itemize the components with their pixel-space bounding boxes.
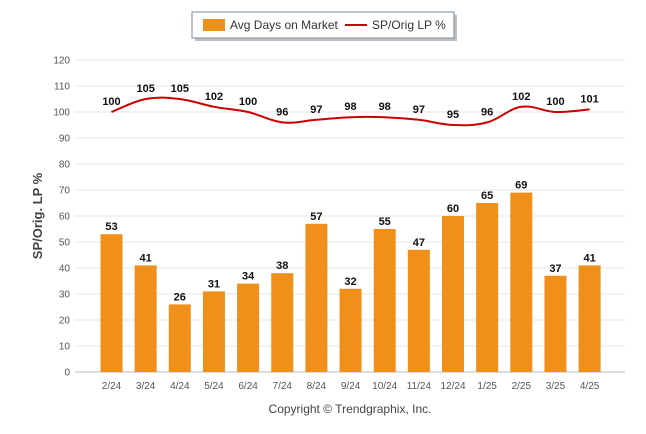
y-tick-label: 120 [53, 56, 70, 67]
line-data-label: 96 [481, 106, 493, 118]
line-data-label: 98 [379, 101, 391, 113]
bar-data-label: 34 [242, 271, 255, 283]
x-tick-label: 6/24 [238, 381, 258, 392]
bar [168, 304, 191, 372]
legend-label-line: SP/Orig LP % [372, 18, 446, 32]
copyright-text: Copyright © Trendgraphix, Inc. [269, 402, 432, 416]
line-series [111, 96, 590, 127]
y-tick-label: 40 [59, 264, 71, 275]
bar [134, 265, 157, 372]
y-tick-label: 10 [59, 342, 71, 353]
bar [373, 229, 396, 372]
y-tick-label: 110 [54, 82, 70, 93]
bar-data-label: 65 [481, 190, 493, 202]
y-tick-label: 100 [53, 108, 70, 119]
y-tick-label: 60 [59, 212, 71, 223]
bar [202, 291, 225, 372]
x-tick-label: 8/24 [307, 381, 327, 392]
bar [544, 275, 567, 372]
x-tick-label: 1/25 [477, 381, 497, 392]
x-tick-labels: 2/24 3/24 4/24 5/24 6/24 7/24 8/24 9/24 10/24 11/… [102, 381, 600, 392]
line-data-label: 100 [102, 96, 120, 108]
y-tick-label: 80 [59, 160, 71, 171]
y-axis-label: SP/Orig. LP % [30, 172, 45, 259]
legend-swatch-bar [203, 19, 225, 31]
bar-data-label: 26 [174, 291, 186, 303]
x-tick-label: 4/25 [580, 381, 600, 392]
line-data-label: 97 [310, 104, 322, 116]
line-data-label: 102 [512, 91, 530, 103]
y-tick-label: 20 [59, 316, 71, 327]
bar-data-label: 60 [447, 203, 459, 215]
line-data-label: 100 [239, 96, 257, 108]
y-tick-labels: 0 10 20 30 40 50 60 70 80 90 100 110 120 [53, 56, 70, 379]
bar [100, 234, 123, 372]
line-data-label: 97 [413, 104, 425, 116]
bar-data-label: 31 [208, 278, 220, 290]
line-data-labels: 100 105 105 102 100 96 97 98 98 97 95 96 102 100 101 [102, 83, 598, 121]
x-tick-label: 3/25 [546, 381, 566, 392]
x-tick-label: 2/24 [102, 381, 122, 392]
line-data-label: 96 [276, 106, 288, 118]
bar [271, 273, 294, 372]
bar-data-label: 41 [140, 252, 152, 264]
bar-data-label: 37 [549, 263, 561, 275]
bar-data-label: 32 [344, 276, 356, 288]
y-tick-label: 30 [59, 290, 71, 301]
bar [578, 265, 601, 372]
y-tick-label: 50 [59, 238, 71, 249]
x-tick-label: 11/24 [407, 381, 432, 392]
line-data-label: 105 [171, 83, 189, 95]
bar-data-labels: 53 41 26 31 34 38 57 32 55 47 60 65 69 37 41 [105, 180, 595, 304]
gridlines [75, 59, 625, 373]
legend-label-bar: Avg Days on Market [230, 18, 338, 32]
bar-data-label: 69 [515, 180, 527, 192]
x-tick-label: 9/24 [341, 381, 361, 392]
y-tick-label: 90 [59, 134, 71, 145]
line-data-label: 105 [136, 83, 154, 95]
bar-series [100, 192, 601, 372]
bar [510, 192, 533, 372]
line-data-label: 102 [205, 91, 223, 103]
legend-box [191, 11, 455, 39]
bar [237, 283, 260, 372]
line-data-label: 101 [580, 93, 598, 105]
x-tick-label: 2/25 [512, 381, 532, 392]
legend: Avg Days on Market SP/Orig LP % [191, 11, 457, 41]
bar-data-label: 38 [276, 260, 288, 272]
bar [339, 288, 362, 372]
bar [442, 216, 464, 372]
bar [305, 223, 328, 372]
x-tick-label: 3/24 [136, 381, 156, 392]
bar-data-label: 47 [413, 237, 425, 249]
x-tick-label: 4/24 [170, 381, 190, 392]
line-data-label: 95 [447, 109, 459, 121]
y-tick-label: 0 [64, 368, 70, 379]
bar-data-label: 57 [310, 211, 322, 223]
x-tick-label: 12/24 [440, 381, 465, 392]
bar-data-label: 41 [583, 252, 595, 264]
series-line [111, 96, 590, 127]
bar-data-label: 55 [379, 216, 391, 228]
bar [407, 249, 430, 372]
bar-data-label: 53 [105, 221, 117, 233]
line-data-label: 98 [344, 101, 356, 113]
x-tick-label: 7/24 [273, 381, 293, 392]
bar [476, 203, 499, 372]
y-tick-label: 70 [59, 186, 71, 197]
x-tick-label: 5/24 [204, 381, 224, 392]
x-tick-label: 10/24 [372, 381, 397, 392]
line-data-label: 100 [546, 96, 564, 108]
